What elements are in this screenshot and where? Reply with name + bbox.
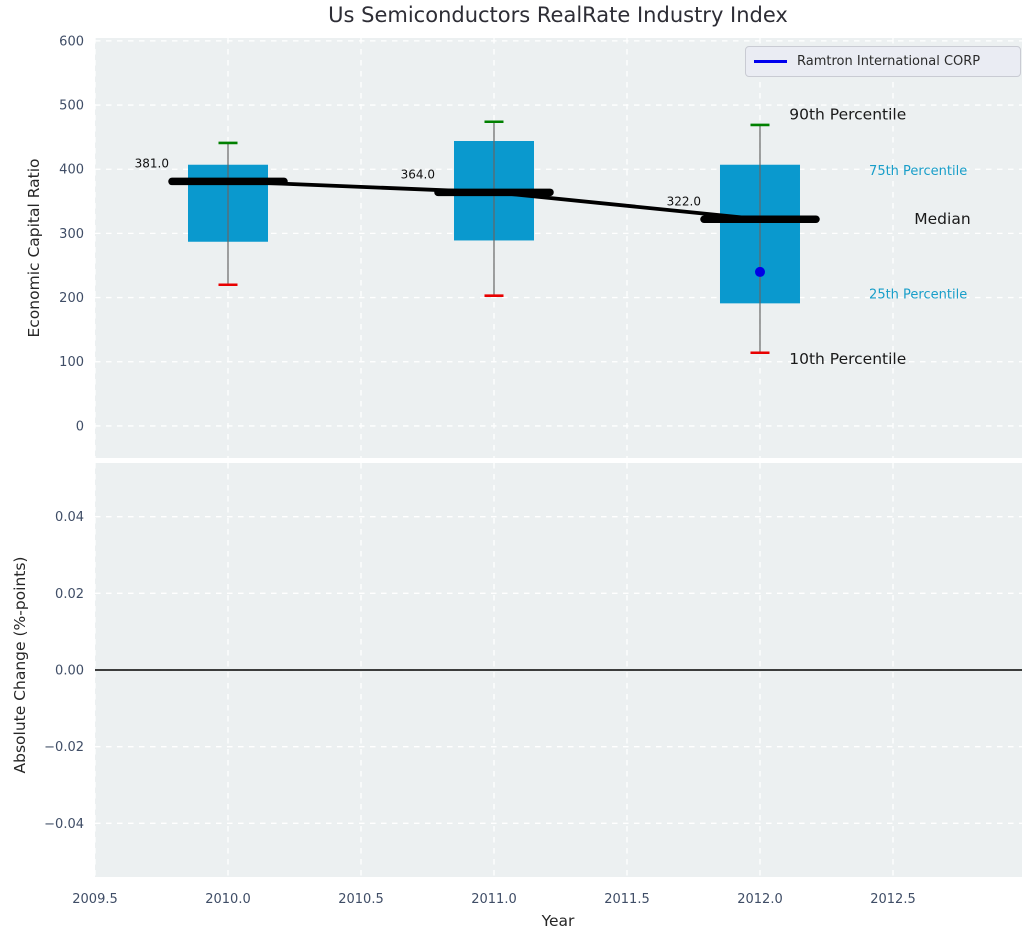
y-tick-label-top: 400	[59, 163, 84, 178]
median-value-label: 364.0	[401, 167, 435, 181]
company-marker	[754, 266, 765, 277]
y-axis-label-top: Economic Capital Ratio	[25, 158, 43, 338]
y-tick-label-top: 200	[59, 291, 84, 306]
x-tick-label: 2009.5	[72, 892, 118, 907]
y-tick-label-bottom: 0.04	[55, 510, 84, 525]
x-tick-label: 2010.5	[338, 892, 384, 907]
y-tick-label-bottom: 0.02	[55, 587, 84, 602]
percentile-annotation: 75th Percentile	[869, 164, 967, 179]
top-plot-background	[95, 38, 1022, 458]
percentile-annotation: 10th Percentile	[789, 350, 906, 368]
y-tick-label-top: 300	[59, 227, 84, 242]
x-tick-label: 2012.5	[870, 892, 916, 907]
y-tick-label-bottom: −0.04	[44, 817, 84, 832]
legend-label: Ramtron International CORP	[797, 54, 981, 69]
legend-line-sample-icon	[754, 60, 787, 63]
y-axis-label-bottom: Absolute Change (%-points)	[11, 556, 29, 774]
percentile-annotation: 25th Percentile	[869, 287, 967, 302]
x-tick-label: 2011.5	[604, 892, 650, 907]
percentile-annotation: Median	[914, 210, 970, 228]
x-axis-label: Year	[541, 912, 575, 930]
y-tick-label-top: 0	[76, 419, 84, 434]
median-value-label: 381.0	[135, 156, 169, 170]
x-tick-label: 2012.0	[737, 892, 783, 907]
median-value-label: 322.0	[667, 194, 701, 208]
legend: Ramtron International CORP	[745, 46, 1021, 77]
x-tick-label: 2010.0	[205, 892, 251, 907]
y-tick-label-bottom: −0.02	[44, 740, 84, 755]
y-tick-label-top: 100	[59, 355, 84, 370]
percentile-annotation: 90th Percentile	[789, 106, 906, 124]
x-tick-label: 2011.0	[471, 892, 517, 907]
y-tick-label-top: 600	[59, 34, 84, 49]
chart-title: Us Semiconductors RealRate Industry Inde…	[328, 3, 788, 27]
y-tick-label-bottom: 0.00	[55, 664, 84, 679]
y-tick-label-top: 500	[59, 99, 84, 114]
